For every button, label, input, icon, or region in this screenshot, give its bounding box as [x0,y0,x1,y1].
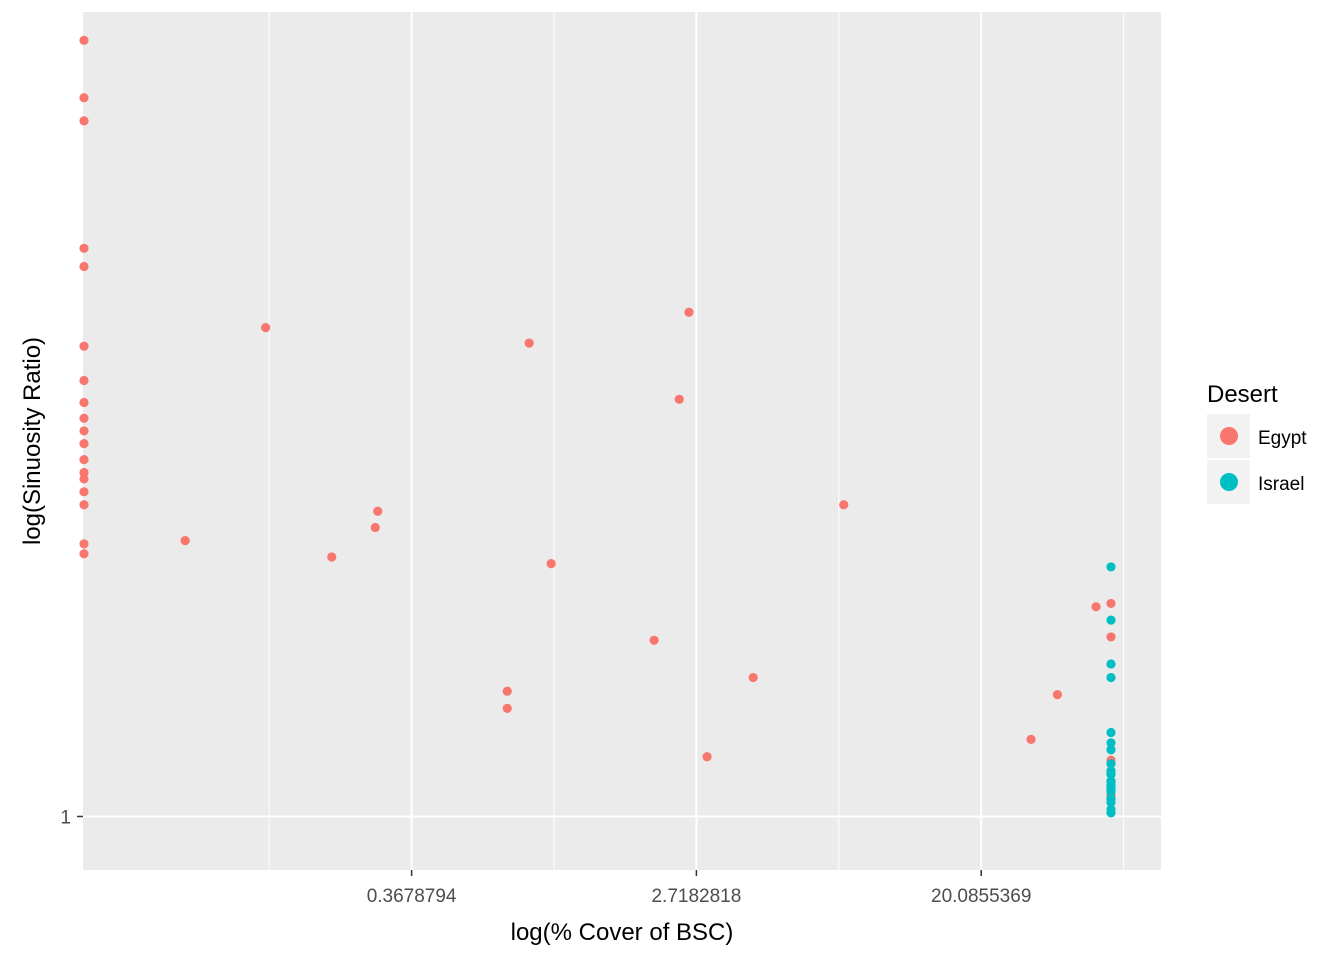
data-point-egypt [79,243,89,253]
data-point-israel [1106,727,1116,738]
data-point-egypt [748,672,758,683]
data-point-egypt [79,341,89,351]
data-point-israel [1106,615,1116,625]
data-point-egypt [79,397,89,408]
legend-marker-israel [1220,473,1238,491]
data-point-egypt [546,559,556,569]
x-tick-label: 20.0855369 [931,886,1031,907]
data-point-egypt [1106,598,1116,609]
data-point-egypt [79,549,89,559]
data-point-egypt [79,261,89,272]
x-axis-ticks: 0.3678794 2.7182818 20.0855369 [367,870,1031,907]
legend-title: Desert [1207,381,1278,408]
data-points [79,35,1116,818]
data-point-egypt [79,116,89,126]
x-tick-label: 0.3678794 [367,886,457,907]
data-point-egypt [79,35,89,45]
data-point-egypt [674,394,684,404]
data-point-egypt [1106,632,1116,642]
y-tick-label: 1 [60,807,71,828]
data-point-israel [1106,659,1116,669]
data-point-egypt [79,474,89,484]
data-point-egypt [1052,690,1063,700]
data-point-egypt [79,539,89,549]
data-point-egypt [79,500,89,510]
data-point-israel [1106,672,1116,683]
data-point-israel [1106,738,1116,748]
data-point-egypt [370,522,380,533]
y-axis-title: log(Sinuosity Ratio) [19,337,46,545]
legend-label-israel: Israel [1258,474,1304,495]
y-axis-ticks: 1 [60,807,83,828]
data-point-egypt [79,93,89,103]
data-point-israel [1106,797,1116,807]
data-point-israel [1106,769,1116,779]
data-point-israel [1106,808,1116,818]
data-point-egypt [684,307,694,317]
data-point-egypt [79,375,89,386]
data-point-egypt [79,467,89,478]
data-point-israel [1106,787,1116,797]
data-point-egypt [1026,734,1036,744]
data-point-egypt [1091,602,1101,612]
data-point-egypt [373,506,383,516]
data-point-egypt [702,752,712,762]
data-point-egypt [524,338,534,348]
x-tick-label: 2.7182818 [651,886,741,907]
x-axis-title: log(% Cover of BSC) [511,919,734,946]
plot-panel [83,12,1161,870]
data-point-egypt [649,635,659,645]
minor-gridlines [268,12,1125,870]
data-point-egypt [327,552,337,562]
legend-label-egypt: Egypt [1258,428,1307,449]
data-point-egypt [839,500,849,510]
data-point-egypt [502,703,512,713]
data-point-egypt [79,455,89,465]
data-point-israel [1106,759,1116,769]
data-point-israel [1106,562,1116,572]
data-point-egypt [502,686,512,696]
data-point-israel [1106,745,1116,755]
data-point-egypt [261,323,271,333]
major-gridlines [83,12,1161,870]
data-point-egypt [79,413,89,423]
legend-marker-egypt [1220,427,1238,445]
data-point-egypt [79,426,89,436]
data-point-egypt [79,487,89,497]
data-point-egypt [79,439,89,449]
legend: Desert Egypt Israel [1207,381,1307,504]
data-point-egypt [180,536,190,546]
